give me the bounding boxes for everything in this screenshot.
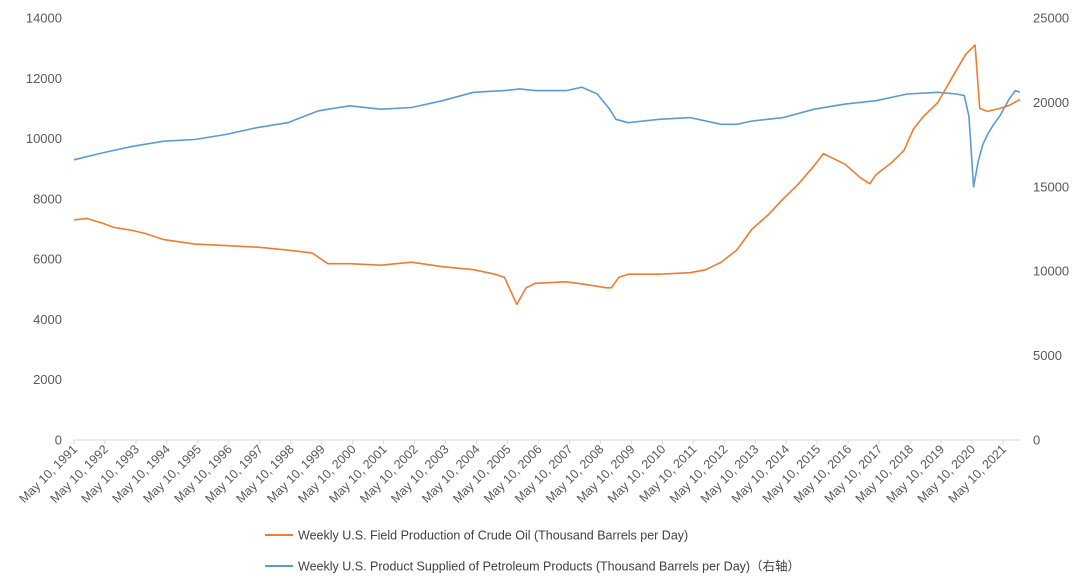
left-y-tick-label: 12000 [26, 71, 62, 86]
left-y-tick-label: 0 [55, 433, 62, 448]
left-y-tick-label: 4000 [33, 312, 62, 327]
legend-label: Weekly U.S. Product Supplied of Petroleu… [298, 559, 800, 574]
left-y-tick-label: 10000 [26, 131, 62, 146]
right-y-tick-label: 15000 [1033, 179, 1069, 194]
left-y-tick-label: 2000 [33, 372, 62, 387]
right-y-tick-label: 20000 [1033, 95, 1069, 110]
left-y-tick-label: 14000 [26, 11, 62, 26]
right-y-tick-label: 5000 [1033, 348, 1062, 363]
right-y-tick-label: 25000 [1033, 11, 1069, 26]
crude-oil-production-line [73, 44, 1021, 306]
right-y-axis-ticks: 0 5000 10000 15000 20000 25000 [1033, 11, 1069, 448]
right-y-tick-label: 0 [1033, 433, 1040, 448]
left-y-axis-ticks: 0 2000 4000 6000 8000 10000 12000 14000 [26, 11, 62, 448]
left-y-tick-label: 8000 [33, 191, 62, 206]
right-y-tick-label: 10000 [1033, 264, 1069, 279]
petroleum-products-supplied-line [73, 86, 1021, 188]
series-layer [73, 44, 1021, 306]
legend-label: Weekly U.S. Field Production of Crude Oi… [298, 529, 688, 543]
left-y-tick-label: 6000 [33, 252, 62, 267]
legend: Weekly U.S. Field Production of Crude Oi… [265, 529, 800, 574]
